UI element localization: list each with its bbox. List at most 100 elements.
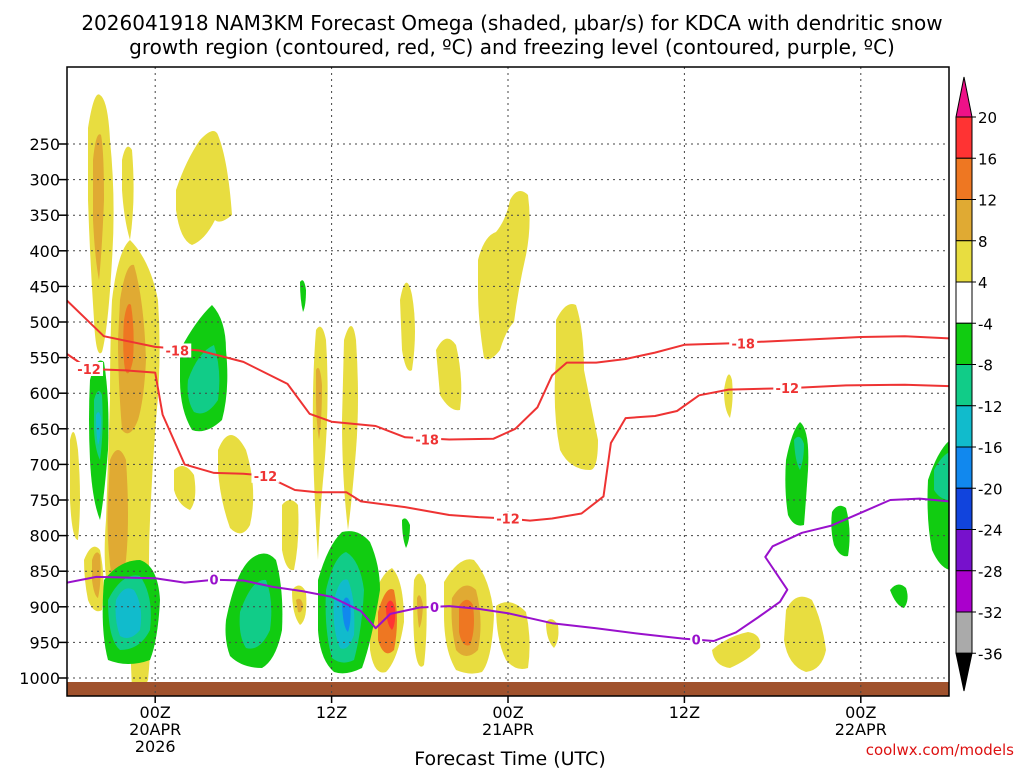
colorbar-bottom-triangle (955, 652, 973, 692)
y-tick-label: 650 (29, 420, 60, 439)
omega-region (784, 596, 826, 672)
colorbar-label: -36 (978, 645, 1003, 663)
omega-region (218, 435, 254, 534)
omega-region (496, 602, 530, 669)
colorbar-label: 4 (978, 274, 988, 292)
omega-region (187, 345, 220, 414)
contour-label: -18 (166, 344, 190, 359)
omega-region (107, 450, 128, 583)
colorbar-swatch (955, 281, 973, 324)
omega-region (123, 304, 134, 374)
x-tick-label: 12Z (669, 703, 700, 722)
contour-label: -12 (77, 363, 101, 378)
y-tick-label: 500 (29, 313, 60, 332)
y-tick-label: 1000 (19, 669, 60, 688)
omega-region (300, 280, 306, 312)
y-tick-label: 550 (29, 349, 60, 368)
colorbar-label: 12 (978, 192, 997, 210)
y-tick-label: 350 (29, 206, 60, 225)
colorbar-swatch (955, 487, 973, 530)
contour-zero (67, 497, 949, 642)
colorbar-swatch (955, 240, 973, 283)
colorbar-label: -20 (978, 480, 1003, 498)
contour-label: 0 (692, 634, 701, 649)
omega-region (724, 374, 733, 418)
colorbar-label: 8 (978, 233, 988, 251)
colorbar-swatch (955, 116, 973, 159)
contour-label-bg (413, 432, 442, 447)
colorbar-swatch (955, 446, 973, 489)
x-tick-label: 00Z (140, 703, 171, 722)
x-tick-label: 2026 (135, 737, 176, 756)
omega-region (417, 595, 423, 628)
omega-region (712, 632, 761, 668)
credit-text: coolwx.com/models (866, 741, 1014, 759)
colorbar-label: -12 (978, 398, 1003, 416)
contour-label: 0 (209, 574, 218, 589)
x-axis-label: Forecast Time (UTC) (414, 748, 605, 768)
omega-region (386, 600, 396, 630)
omega-region (239, 579, 272, 649)
colorbar-swatch (955, 199, 973, 242)
contour-label-bg (251, 468, 280, 483)
omega-region (478, 191, 530, 360)
contour-label-bg (75, 361, 104, 376)
omega-region (282, 500, 299, 571)
contour-label-bg (690, 632, 703, 647)
omega-region (459, 599, 474, 646)
colorbar-swatch (955, 364, 973, 407)
chart-title-line2: growth region (contoured, red, ºC) and f… (129, 35, 895, 59)
y-tick-label: 850 (29, 562, 60, 581)
y-tick-label: 800 (29, 527, 60, 546)
omega-region (296, 598, 303, 613)
omega-region (402, 518, 410, 548)
contour-label: -12 (254, 470, 278, 485)
colorbar-swatch (955, 529, 973, 572)
colorbar-swatch (955, 405, 973, 448)
colorbar-swatch (955, 570, 973, 613)
contour-label-bg (428, 599, 441, 614)
colorbar-label: -32 (978, 604, 1003, 622)
omega-region (794, 436, 804, 470)
x-tick-label: 21APR (482, 720, 534, 739)
colorbar-label: 16 (978, 150, 997, 168)
contour-label-bg (163, 343, 192, 358)
contour-label: -12 (776, 382, 800, 397)
temperature-contours: -18 -18 -18 -12 -12 -12 -12 0 0 0 (67, 299, 949, 649)
omega-region (436, 338, 462, 411)
omega-region (546, 619, 559, 648)
omega-region (400, 282, 415, 371)
contour-label-bg (494, 511, 522, 526)
omega-region (115, 588, 142, 638)
omega-region (70, 432, 80, 540)
contour-label: -18 (415, 433, 439, 448)
omega-region (890, 584, 908, 608)
contour-label-bg (729, 336, 758, 351)
omega-region (92, 552, 101, 598)
omega-region (316, 367, 322, 440)
contour-label-bg (208, 572, 220, 587)
colorbar-label: -8 (978, 357, 993, 375)
colorbar-swatch (955, 322, 973, 365)
omega-region (122, 146, 134, 240)
omega-region (342, 326, 358, 530)
y-tick-label: 950 (29, 633, 60, 652)
x-tick-label: 12Z (316, 703, 347, 722)
colorbar-label: -28 (978, 563, 1003, 581)
omega-region (93, 134, 104, 280)
colorbar-swatch (955, 611, 973, 654)
ground-surface (67, 682, 949, 696)
contour-minus18 (67, 299, 949, 441)
y-axis-ticks: 250 300 350 400 450 500 550 600 650 700 750 800 850 9… (19, 135, 67, 688)
colorbar-label: -24 (978, 522, 1003, 540)
y-tick-label: 600 (29, 384, 60, 403)
colorbar: 20 16 12 8 4 -4 -8 -12 -16 -20 -24 -28 -32 -36 (955, 76, 1003, 692)
omega-region (174, 466, 196, 510)
colorbar-label: -4 (978, 315, 993, 333)
omega-region (831, 505, 850, 557)
contour-minus12 (67, 353, 949, 522)
x-tick-label: 22APR (835, 720, 887, 739)
omega-region (176, 131, 232, 245)
y-tick-label: 750 (29, 491, 60, 510)
